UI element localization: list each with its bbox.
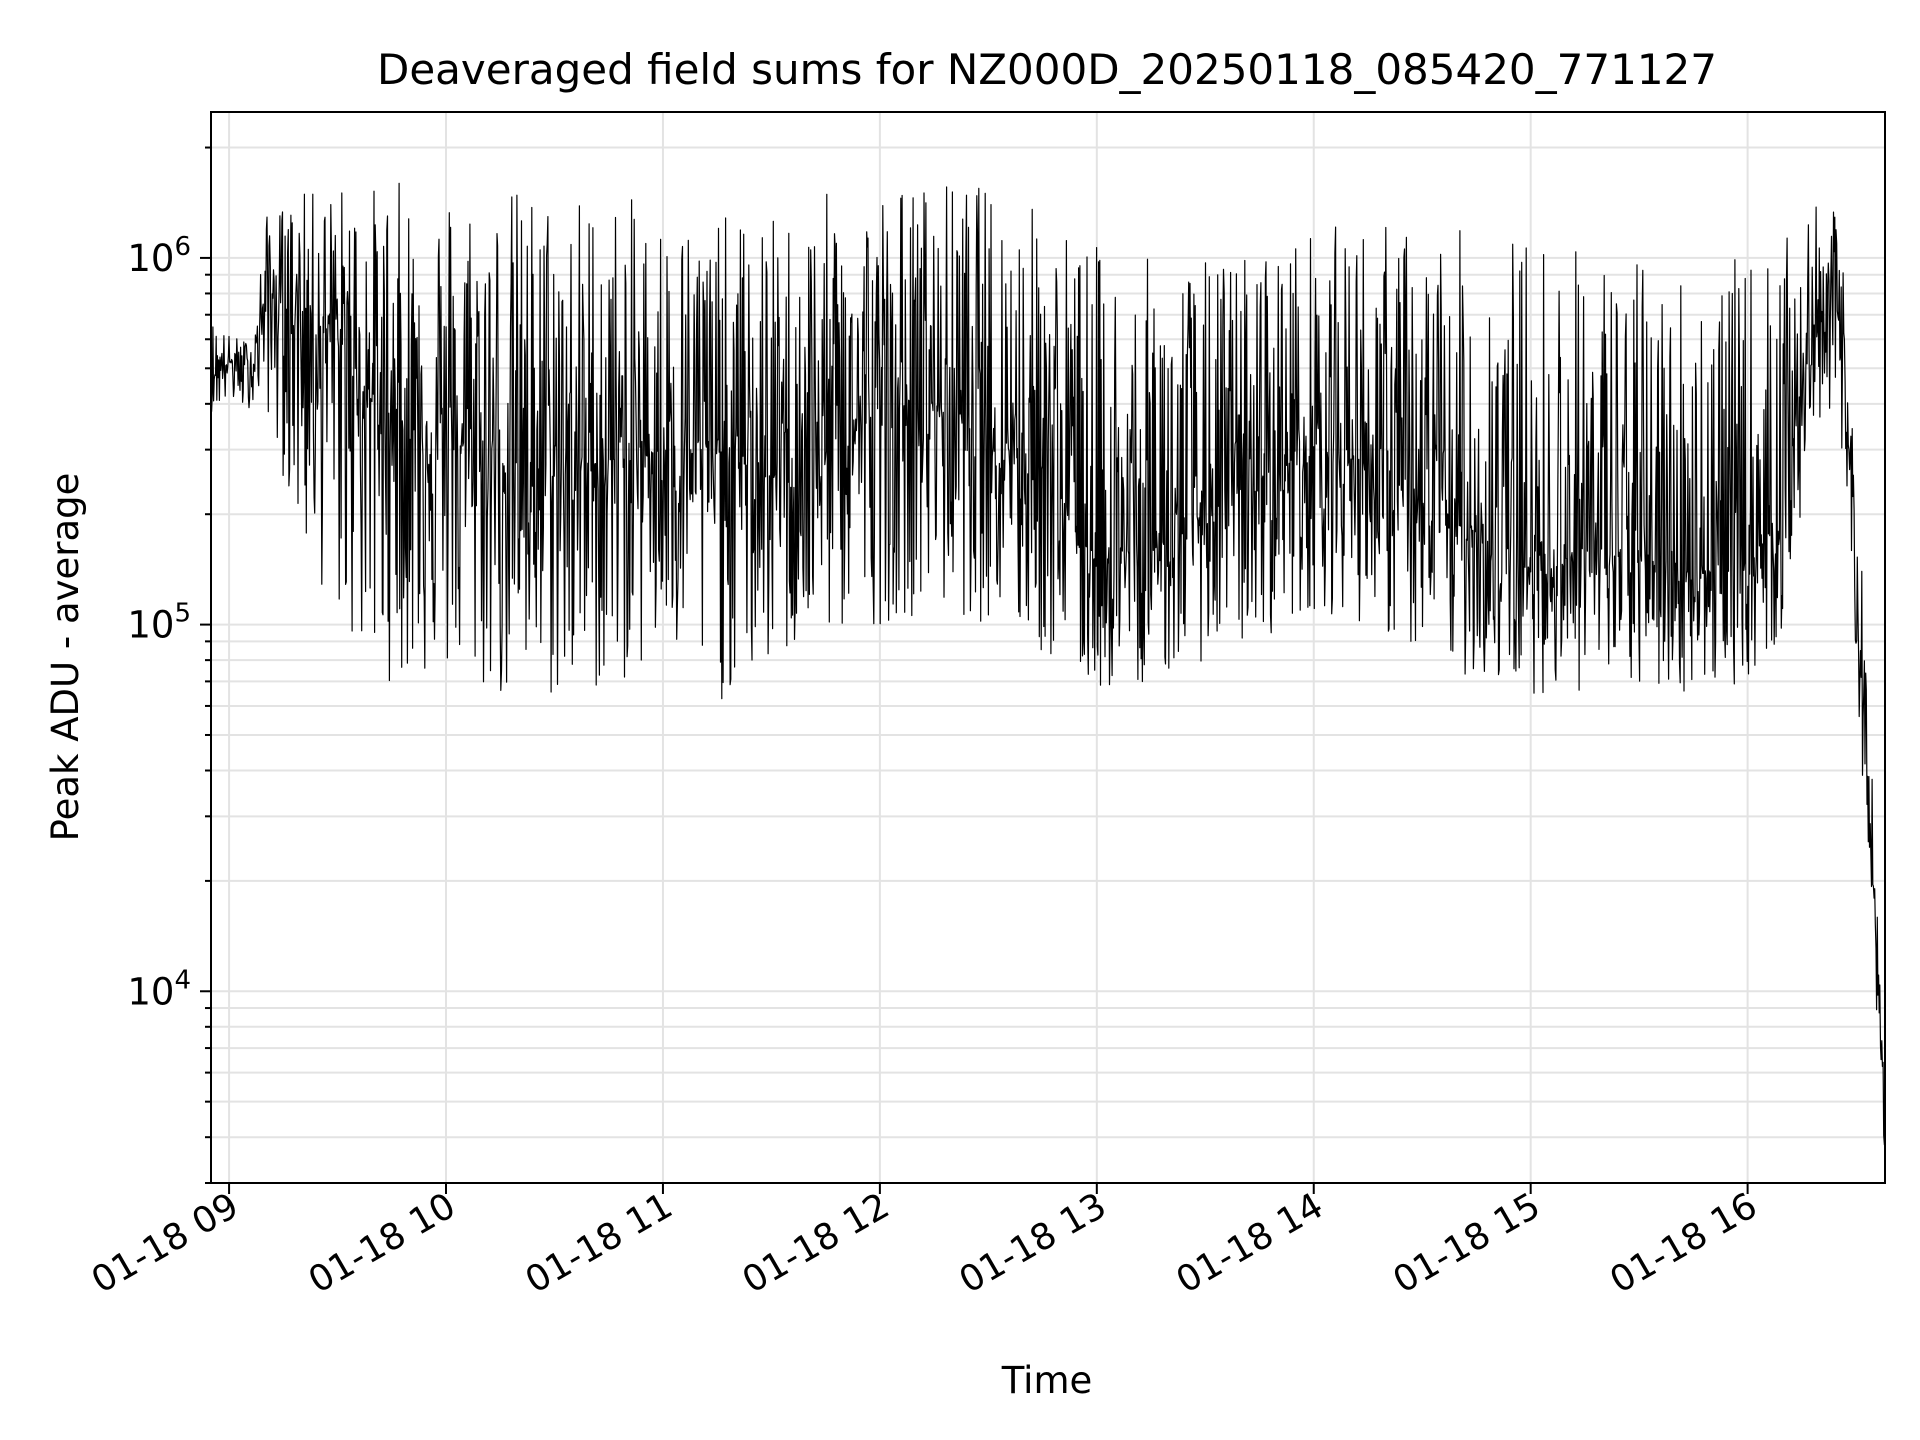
chart-title: Deaveraged field sums for NZ000D_2025011… [377, 45, 1717, 94]
y-tick-label: 104 [127, 965, 191, 1013]
axes-frame [210, 111, 1886, 1184]
series-group [210, 182, 1886, 1146]
y-axis-ticks: 104 105 106 [127, 146, 211, 1184]
x-axis-label: Time [1001, 1359, 1093, 1402]
y-tick-label: 105 [127, 599, 191, 647]
y-axis-label: Peak ADU - average [44, 473, 87, 842]
y-tick-label: 106 [127, 232, 191, 280]
series-line [210, 182, 1886, 1146]
